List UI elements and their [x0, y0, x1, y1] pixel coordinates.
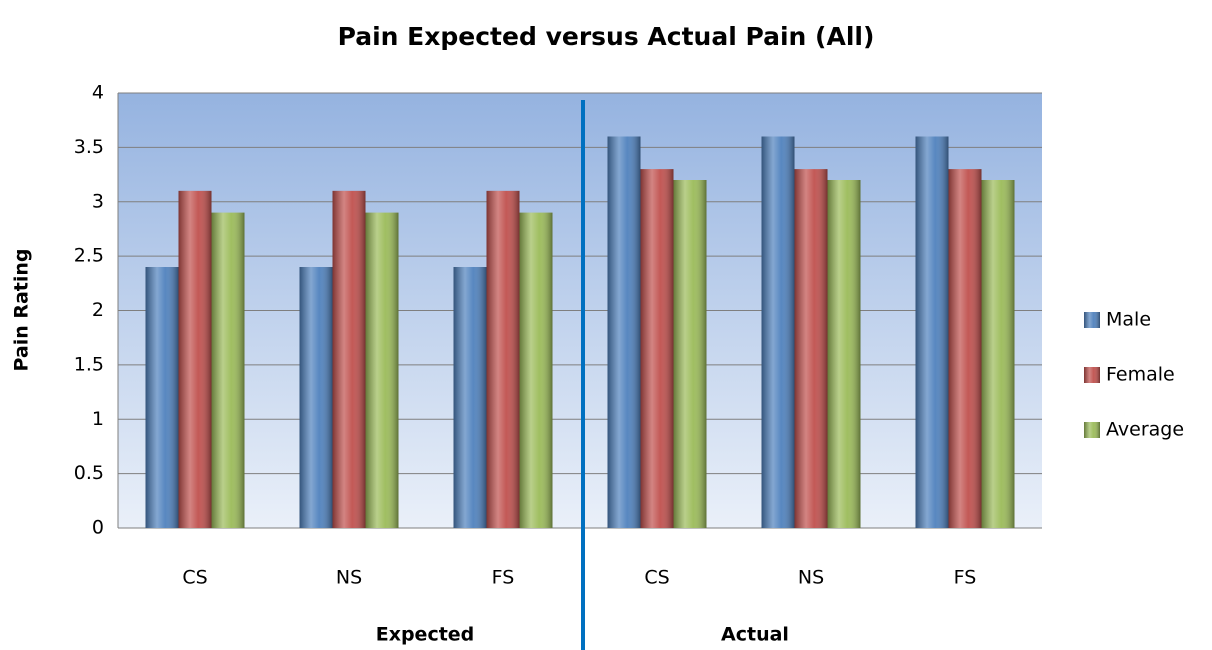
legend-swatch-shade — [1084, 312, 1100, 328]
bar-shade — [519, 212, 553, 528]
chart-title: Pain Expected versus Actual Pain (All) — [338, 22, 875, 51]
x-tick-label: FS — [954, 567, 977, 589]
x-tick-label: NS — [798, 567, 824, 589]
bar-shade — [486, 190, 520, 528]
y-tick-label: 2 — [92, 299, 104, 321]
y-tick-label: 3 — [92, 190, 104, 212]
x-tick-label: FS — [492, 567, 515, 589]
bar-shade — [761, 136, 795, 528]
bar-shade — [178, 190, 212, 528]
bar-shade — [794, 169, 828, 528]
bar-shade — [915, 136, 949, 528]
x-tick-label: CS — [182, 567, 207, 589]
bar-shade — [453, 267, 487, 528]
bar-shade — [827, 180, 861, 528]
legend-label: Female — [1106, 364, 1175, 386]
y-tick-label: 1.5 — [74, 353, 104, 375]
group-label: Actual — [721, 624, 789, 646]
bar-shade — [673, 180, 707, 528]
y-tick-label: 0.5 — [74, 462, 104, 484]
legend-label: Average — [1106, 419, 1184, 441]
bar-shade — [365, 212, 399, 528]
x-tick-label: CS — [644, 567, 669, 589]
y-axis-title: Pain Rating — [11, 248, 33, 371]
legend-swatch-shade — [1084, 367, 1100, 383]
legend-label: Male — [1106, 309, 1151, 331]
bar-shade — [211, 212, 245, 528]
bar-shade — [145, 267, 179, 528]
group-label: Expected — [376, 624, 475, 646]
legend-swatch-shade — [1084, 422, 1100, 438]
bar-shade — [640, 169, 674, 528]
bar-shade — [948, 169, 982, 528]
y-tick-label: 4 — [92, 82, 104, 104]
y-tick-label: 3.5 — [74, 136, 104, 158]
bar-shade — [299, 267, 333, 528]
bar-shade — [607, 136, 641, 528]
bar-shade — [981, 180, 1015, 528]
y-tick-label: 2.5 — [74, 245, 104, 267]
x-tick-label: NS — [336, 567, 362, 589]
bar-shade — [332, 190, 366, 528]
y-tick-label: 1 — [92, 408, 104, 430]
y-tick-label: 0 — [92, 517, 104, 539]
